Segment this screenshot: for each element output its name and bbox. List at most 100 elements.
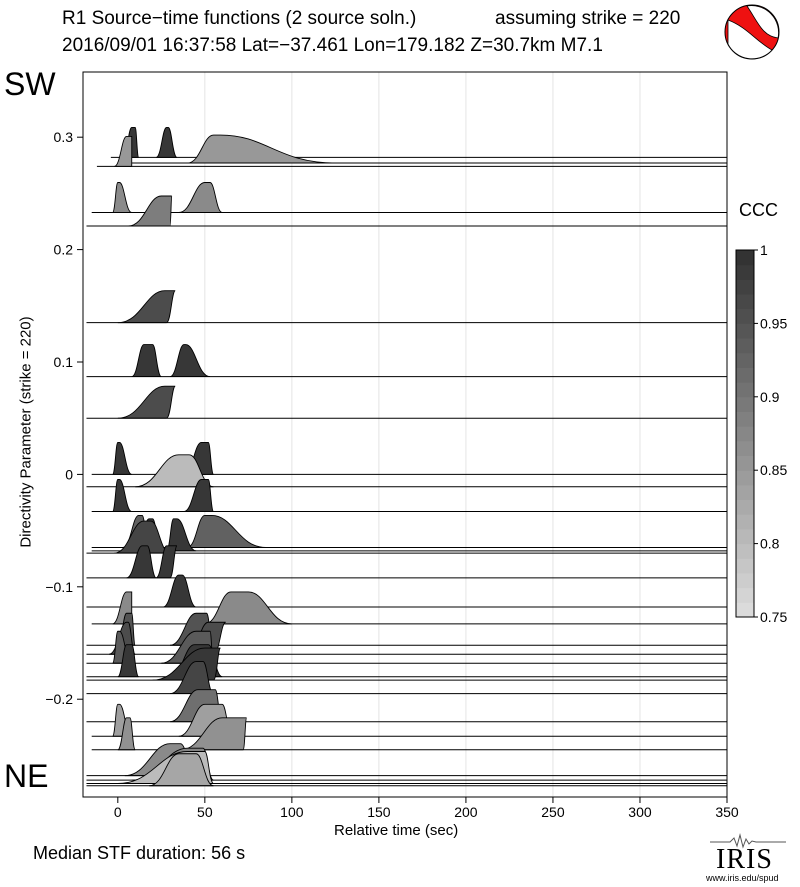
stf-trace (96, 135, 727, 167)
colorbar-band (736, 279, 754, 295)
stf-pulse (149, 753, 214, 787)
x-tick-label: 0 (114, 804, 122, 820)
stf-pulse (112, 182, 132, 213)
beachball-dilatation (727, 19, 773, 60)
colorbar-tick-label: 1 (760, 242, 768, 258)
x-tick-label: 100 (280, 804, 304, 820)
event-info: 2016/09/01 16:37:58 Lat=−37.461 Lon=179.… (62, 35, 603, 56)
colorbar-band (736, 470, 754, 486)
x-tick-label: 250 (541, 804, 565, 820)
colorbar-band (736, 455, 754, 471)
colorbar-band (736, 602, 754, 618)
colorbar-title: CCC (739, 200, 778, 220)
colorbar-band (736, 250, 754, 266)
y-tick-label: −0.1 (45, 579, 73, 595)
stf-trace (86, 344, 727, 378)
colorbar-band (736, 382, 754, 398)
colorbar-band (736, 294, 754, 310)
stf-trace (86, 612, 727, 646)
stf-pulse (187, 134, 336, 164)
stf-pulse (180, 717, 248, 751)
stf-trace (91, 182, 727, 214)
sw-label: SW (4, 66, 56, 102)
stf-pulse (162, 574, 197, 608)
colorbar-tick-label: 0.8 (760, 536, 780, 552)
y-tick-label: 0 (65, 466, 73, 482)
stf-trace (86, 574, 727, 608)
x-tick-label: 300 (628, 804, 652, 820)
colorbar-band (736, 367, 754, 383)
stf-pulse (117, 717, 136, 751)
stf-trace (86, 195, 727, 227)
plot-frame (82, 71, 728, 798)
x-tick-label: 150 (367, 804, 391, 820)
stf-trace (86, 545, 727, 579)
y-tick-label: −0.2 (45, 691, 73, 707)
colorbar-tick-label: 0.85 (760, 462, 787, 478)
colorbar-tick-label: 0.75 (760, 609, 787, 625)
colorbar-band (736, 499, 754, 515)
iris-url[interactable]: www.iris.edu/spud (706, 873, 779, 883)
seismogram-icon (710, 833, 786, 849)
colorbar-band (736, 426, 754, 442)
colorbar-band (736, 338, 754, 354)
colorbar-band (736, 308, 754, 324)
colorbar-band (736, 484, 754, 501)
y-tick-label: 0.2 (54, 242, 74, 258)
strike-label: assuming strike = 220 (495, 8, 681, 29)
stf-pulse (155, 545, 178, 579)
colorbar-band (736, 558, 754, 574)
stf-trace (86, 689, 727, 723)
colorbar-band (736, 514, 754, 530)
y-tick-label: 0.3 (54, 129, 74, 145)
y-tick-label: 0.1 (54, 354, 74, 370)
focal-mechanism-beachball-icon (724, 4, 780, 60)
colorbar-band (736, 264, 754, 280)
colorbar-band (736, 572, 754, 589)
stf-trace (86, 385, 727, 419)
stf-pulse (169, 344, 211, 378)
stf-pulse (126, 545, 157, 579)
iris-logo[interactable]: IRIS www.iris.edu/spud (700, 832, 796, 887)
colorbar-frame (735, 249, 755, 618)
colorbar-band (736, 411, 754, 427)
stf-pulse (112, 441, 132, 475)
stf-pulse (117, 644, 140, 678)
stf-pulse (112, 479, 132, 512)
beachball-dilatation (746, 5, 779, 39)
colorbar-band (736, 440, 754, 457)
stf-pulse (187, 515, 266, 548)
stf-pulse (117, 290, 176, 324)
stf-pulse (128, 195, 173, 227)
colorbar-tick-label: 0.95 (760, 315, 787, 331)
colorbar-band (736, 543, 754, 559)
stf-pulse (183, 479, 214, 512)
colorbar-band (736, 587, 754, 603)
x-axis-label: Relative time (sec) (334, 822, 459, 839)
stf-pulse (155, 126, 178, 158)
stf-pulse (114, 135, 133, 167)
stf-trace (91, 518, 727, 552)
x-tick-label: 200 (454, 804, 478, 820)
stf-trace (91, 479, 727, 512)
colorbar-tick-label: 0.9 (760, 389, 780, 405)
stf-trace (86, 290, 727, 324)
x-tick-label: 50 (197, 804, 213, 820)
stf-pulse (117, 385, 176, 419)
colorbar-band (736, 396, 754, 412)
stf-pulse (131, 344, 162, 378)
ne-label: NE (4, 758, 49, 794)
stf-trace (117, 134, 727, 164)
median-duration: Median STF duration: 56 s (33, 843, 246, 863)
colorbar-band (736, 323, 754, 339)
y-axis-label: Directivity Parameter (strike = 220) (17, 316, 35, 548)
iris-logo-text: IRIS (716, 844, 773, 875)
stf-pulse (178, 182, 223, 213)
colorbar-band (736, 352, 754, 368)
stf-pulse (204, 591, 292, 625)
stf-trace (91, 591, 727, 625)
colorbar-band (736, 528, 754, 545)
x-tick-label: 350 (715, 804, 739, 820)
stf-trace (86, 454, 727, 488)
